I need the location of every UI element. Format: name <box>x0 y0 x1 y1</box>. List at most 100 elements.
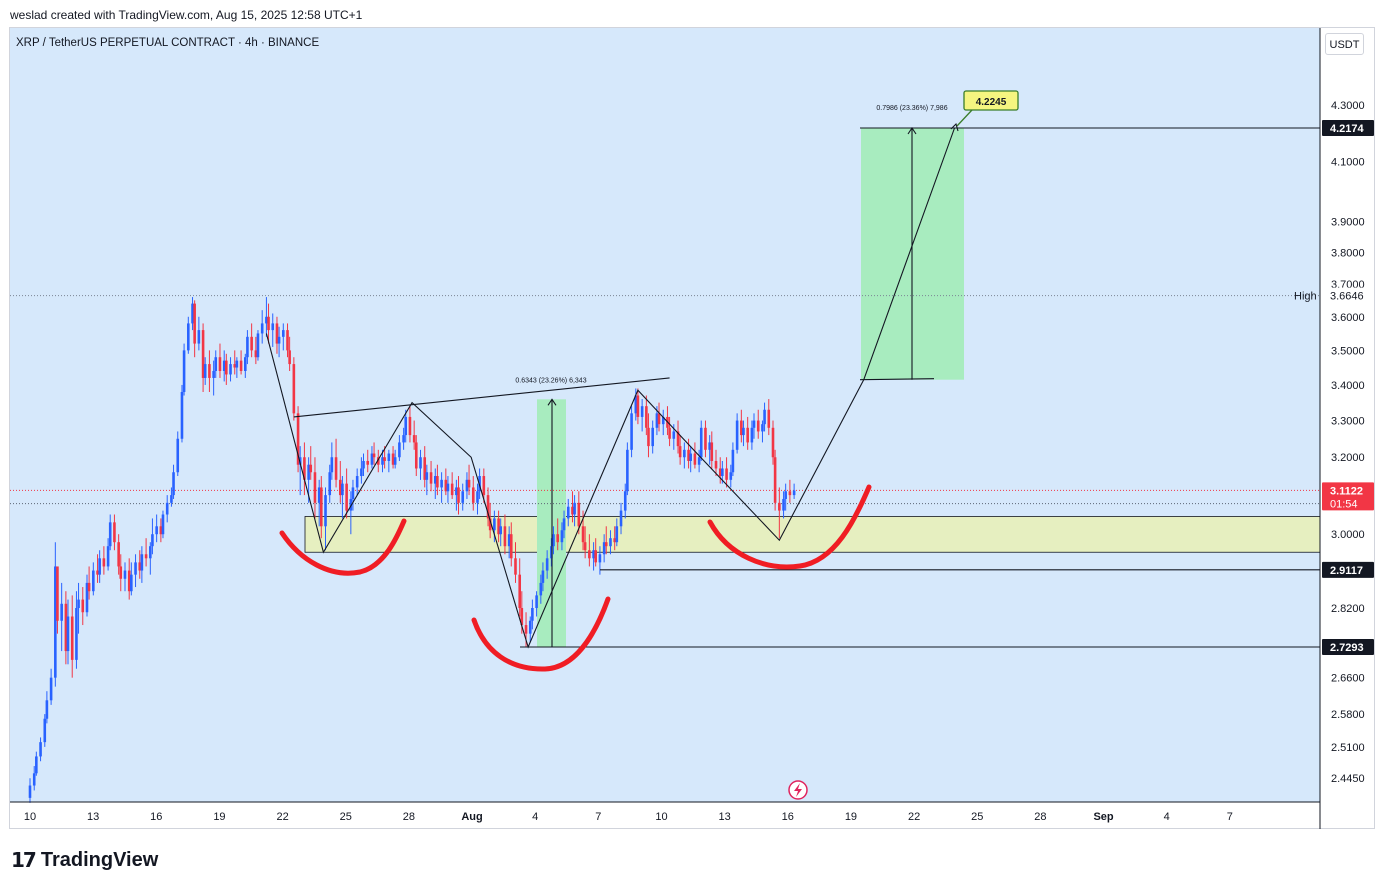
candle-body <box>212 370 215 378</box>
candle-body <box>372 453 376 458</box>
candle <box>319 476 323 539</box>
candle-body <box>387 453 391 461</box>
candle <box>497 510 500 543</box>
candle <box>341 476 344 519</box>
price-label-text: 3.1122 <box>1330 485 1363 497</box>
candle-body <box>254 350 258 358</box>
candle <box>165 495 169 523</box>
candle <box>372 442 376 465</box>
candle-body <box>604 542 608 547</box>
x-tick-label: 7 <box>1227 811 1233 823</box>
candle-body <box>408 416 412 436</box>
candle <box>235 357 239 378</box>
y-tick-label: 3.3000 <box>1331 416 1365 428</box>
currency-button[interactable]: USDT <box>1325 33 1364 55</box>
y-tick-label: 2.4450 <box>1331 773 1365 785</box>
candle <box>514 542 517 583</box>
price-label-box <box>1322 639 1374 655</box>
support-zone <box>304 516 1321 553</box>
x-tick-label: 4 <box>532 811 538 823</box>
candle-body <box>556 534 560 543</box>
candle <box>75 591 78 669</box>
candle-body <box>187 323 190 351</box>
x-tick-label: 25 <box>971 811 983 823</box>
candle-body <box>286 330 289 351</box>
candle <box>746 416 749 450</box>
candle-body <box>583 542 587 551</box>
candle <box>718 457 722 484</box>
candle-body <box>788 491 792 496</box>
candle-body <box>661 416 665 425</box>
candle-body <box>423 457 427 480</box>
candle <box>647 413 650 458</box>
candle <box>151 518 154 555</box>
candle-body <box>509 534 513 559</box>
candle <box>518 558 522 617</box>
candle <box>626 442 629 496</box>
candle-body <box>54 566 57 678</box>
candle <box>355 468 359 496</box>
candle <box>246 330 249 365</box>
candle <box>149 542 152 575</box>
candle-body <box>689 453 692 461</box>
candle-body <box>524 625 528 634</box>
candle-body <box>96 570 99 575</box>
y-tick-label: 3.6000 <box>1331 312 1365 324</box>
candle-body <box>222 360 226 371</box>
candle-body <box>613 538 616 543</box>
y-tick-label: 4.3000 <box>1331 100 1365 112</box>
candle-body <box>60 603 63 621</box>
candle-body <box>313 472 317 503</box>
x-tick-label: Sep <box>1093 811 1113 823</box>
x-tick-label: 22 <box>908 811 920 823</box>
plot-background[interactable] <box>10 28 1320 802</box>
candle <box>450 472 454 499</box>
candle <box>376 449 380 473</box>
candle-body <box>45 700 49 719</box>
candle-body <box>49 677 53 701</box>
candle-body <box>155 526 158 535</box>
candle <box>499 518 503 547</box>
candle <box>130 562 133 596</box>
candle-body <box>687 449 690 461</box>
candle <box>96 554 99 583</box>
x-tick-label: 4 <box>1164 811 1170 823</box>
candle-body <box>288 350 291 365</box>
price-label: 3.6646 High <box>1294 287 1374 304</box>
candle-body <box>520 608 524 626</box>
candle-body <box>683 449 686 458</box>
candle-body <box>277 336 281 344</box>
candle <box>117 534 120 575</box>
candle-body <box>235 360 239 368</box>
tradingview-logo[interactable]: 17 TradingView <box>11 848 158 872</box>
candle-body <box>56 566 59 621</box>
price-label-text: 3.6646 <box>1330 291 1364 303</box>
candle-body <box>296 413 300 465</box>
candle <box>535 591 538 617</box>
candle <box>338 460 342 503</box>
candle-body <box>151 534 154 547</box>
candle-body <box>507 534 511 547</box>
candle-body <box>725 468 728 480</box>
candle <box>265 297 268 337</box>
candle-body <box>281 330 285 337</box>
lightning-icon[interactable] <box>788 780 808 800</box>
candle-body <box>756 420 760 432</box>
y-tick-label: 3.4000 <box>1331 380 1365 392</box>
candle-body <box>370 453 374 465</box>
candle-body <box>746 427 749 443</box>
candle-body <box>598 554 602 563</box>
candle-body <box>414 442 418 469</box>
candle <box>604 526 608 555</box>
candle <box>541 562 545 592</box>
candle-body <box>102 558 106 567</box>
candle <box>244 353 247 378</box>
candle-body <box>349 498 353 511</box>
price-label-countdown: 01:54 <box>1330 498 1358 510</box>
candle-body <box>488 518 492 531</box>
candle-body <box>721 468 724 477</box>
price-label-box <box>1322 482 1374 511</box>
candle <box>391 446 395 469</box>
candle <box>503 514 507 555</box>
